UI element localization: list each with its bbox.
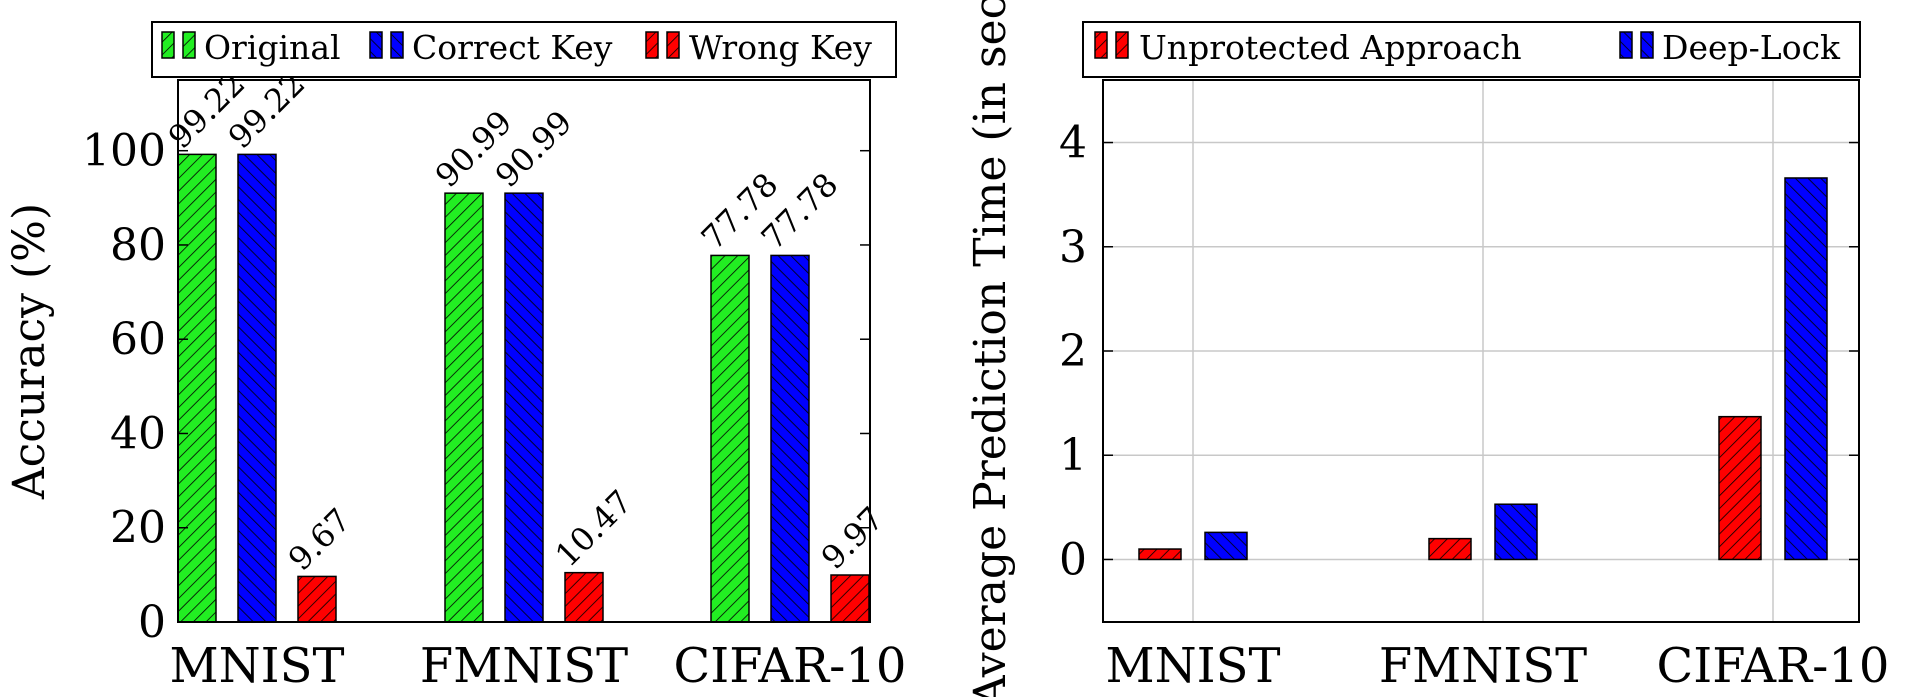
y-tick-label: 3: [1059, 222, 1087, 273]
y-tick-label: 0: [1059, 534, 1087, 585]
legend-swatch-wrong-key: [645, 31, 659, 59]
y-tick-label: 100: [82, 126, 166, 177]
bar-wrong-key-cifar-10: [830, 574, 870, 623]
bar-deep-lock-fmnist: [1494, 503, 1538, 561]
x-category-fmnist: FMNIST: [420, 638, 628, 694]
y-tick-label: 60: [110, 314, 166, 365]
legend-swatch-deep-lock: [1619, 31, 1633, 59]
prediction-time-legend: Unprotected Approach Deep-Lock: [1082, 21, 1861, 78]
legend-swatch-correct-key-2: [390, 31, 404, 59]
x-category-mnist: MNIST: [1105, 638, 1280, 694]
legend-swatch-wrong-key-2: [666, 31, 680, 59]
x-category-cifar-10: CIFAR-10: [1657, 638, 1890, 694]
bar-deep-lock-mnist: [1204, 531, 1248, 561]
y-tick-label: 1: [1059, 430, 1087, 481]
bar-correct-key-mnist: [237, 153, 277, 623]
bar-correct-key-fmnist: [504, 192, 544, 623]
prediction-time-chart: 0 1 2 3 4 MNIST FMNIST CIFAR-10 Average Predic…: [965, 0, 1889, 697]
legend-item-correct-key: Correct Key: [369, 28, 613, 67]
x-category-mnist: MNIST: [169, 638, 344, 694]
y-tick-label: 0: [138, 597, 166, 648]
legend-label-original: Original: [204, 28, 341, 67]
x-category-fmnist: FMNIST: [1379, 638, 1587, 694]
legend-item-deep-lock: Deep-Lock: [1619, 28, 1841, 67]
accuracy-legend: Original Correct Key Wrong Key: [151, 21, 897, 78]
accuracy-y-ticks: 0 20 40 60 80 100: [82, 126, 870, 648]
bar-wrong-key-fmnist: [564, 571, 604, 623]
legend-swatch-unprotected-approach-2: [1115, 31, 1129, 59]
legend-item-wrong-key: Wrong Key: [645, 28, 872, 67]
bar-deep-lock-cifar-10: [1784, 177, 1828, 561]
bar-wrong-key-mnist: [297, 575, 337, 623]
legend-item-original: Original: [161, 28, 341, 67]
accuracy-y-axis-label: Accuracy (%): [4, 203, 55, 500]
bar-unprotected-approach-mnist: [1138, 548, 1182, 561]
legend-label-correct-key: Correct Key: [412, 28, 613, 67]
legend-swatch-original: [161, 31, 175, 59]
legend-swatch-unprotected-approach: [1094, 31, 1108, 59]
y-tick-label: 4: [1059, 118, 1087, 169]
data-label-wrong-key-fmnist: 10.47: [548, 483, 640, 575]
legend-swatch-correct-key: [369, 31, 383, 59]
legend-label-deep-lock: Deep-Lock: [1662, 28, 1841, 67]
accuracy-plot-frame: [177, 79, 871, 623]
prediction-time-x-categories: MNIST FMNIST CIFAR-10: [1105, 638, 1889, 694]
y-tick-label: 20: [110, 503, 166, 554]
bar-unprotected-approach-fmnist: [1428, 537, 1472, 561]
data-label-wrong-key-cifar-10: 9.97: [814, 499, 891, 576]
bar-correct-key-cifar-10: [770, 254, 810, 623]
accuracy-bars: [177, 153, 870, 623]
prediction-time-y-ticks: 0 1 2 3 4: [1059, 118, 1859, 585]
bar-original-fmnist: [444, 192, 484, 623]
legend-item-unprotected-approach: Unprotected Approach: [1094, 28, 1522, 67]
x-category-cifar-10: CIFAR-10: [674, 638, 907, 694]
accuracy-x-categories: MNIST FMNIST CIFAR-10: [169, 638, 906, 694]
legend-label-unprotected-approach: Unprotected Approach: [1139, 28, 1522, 67]
legend-swatch-deep-lock-2: [1640, 31, 1654, 59]
prediction-time-y-axis-label: Average Prediction Time (in sec: [965, 0, 1016, 697]
y-tick-label: 80: [110, 220, 166, 271]
bar-unprotected-approach-cifar-10: [1718, 415, 1762, 561]
legend-label-wrong-key: Wrong Key: [689, 28, 872, 67]
data-label-wrong-key-mnist: 9.67: [281, 501, 358, 578]
bar-original-mnist: [177, 153, 217, 623]
bar-original-cifar-10: [710, 254, 750, 623]
y-tick-label: 2: [1059, 326, 1087, 377]
y-tick-label: 40: [110, 408, 166, 459]
prediction-time-bars: [1138, 177, 1828, 561]
legend-swatch-original-2: [182, 31, 196, 59]
